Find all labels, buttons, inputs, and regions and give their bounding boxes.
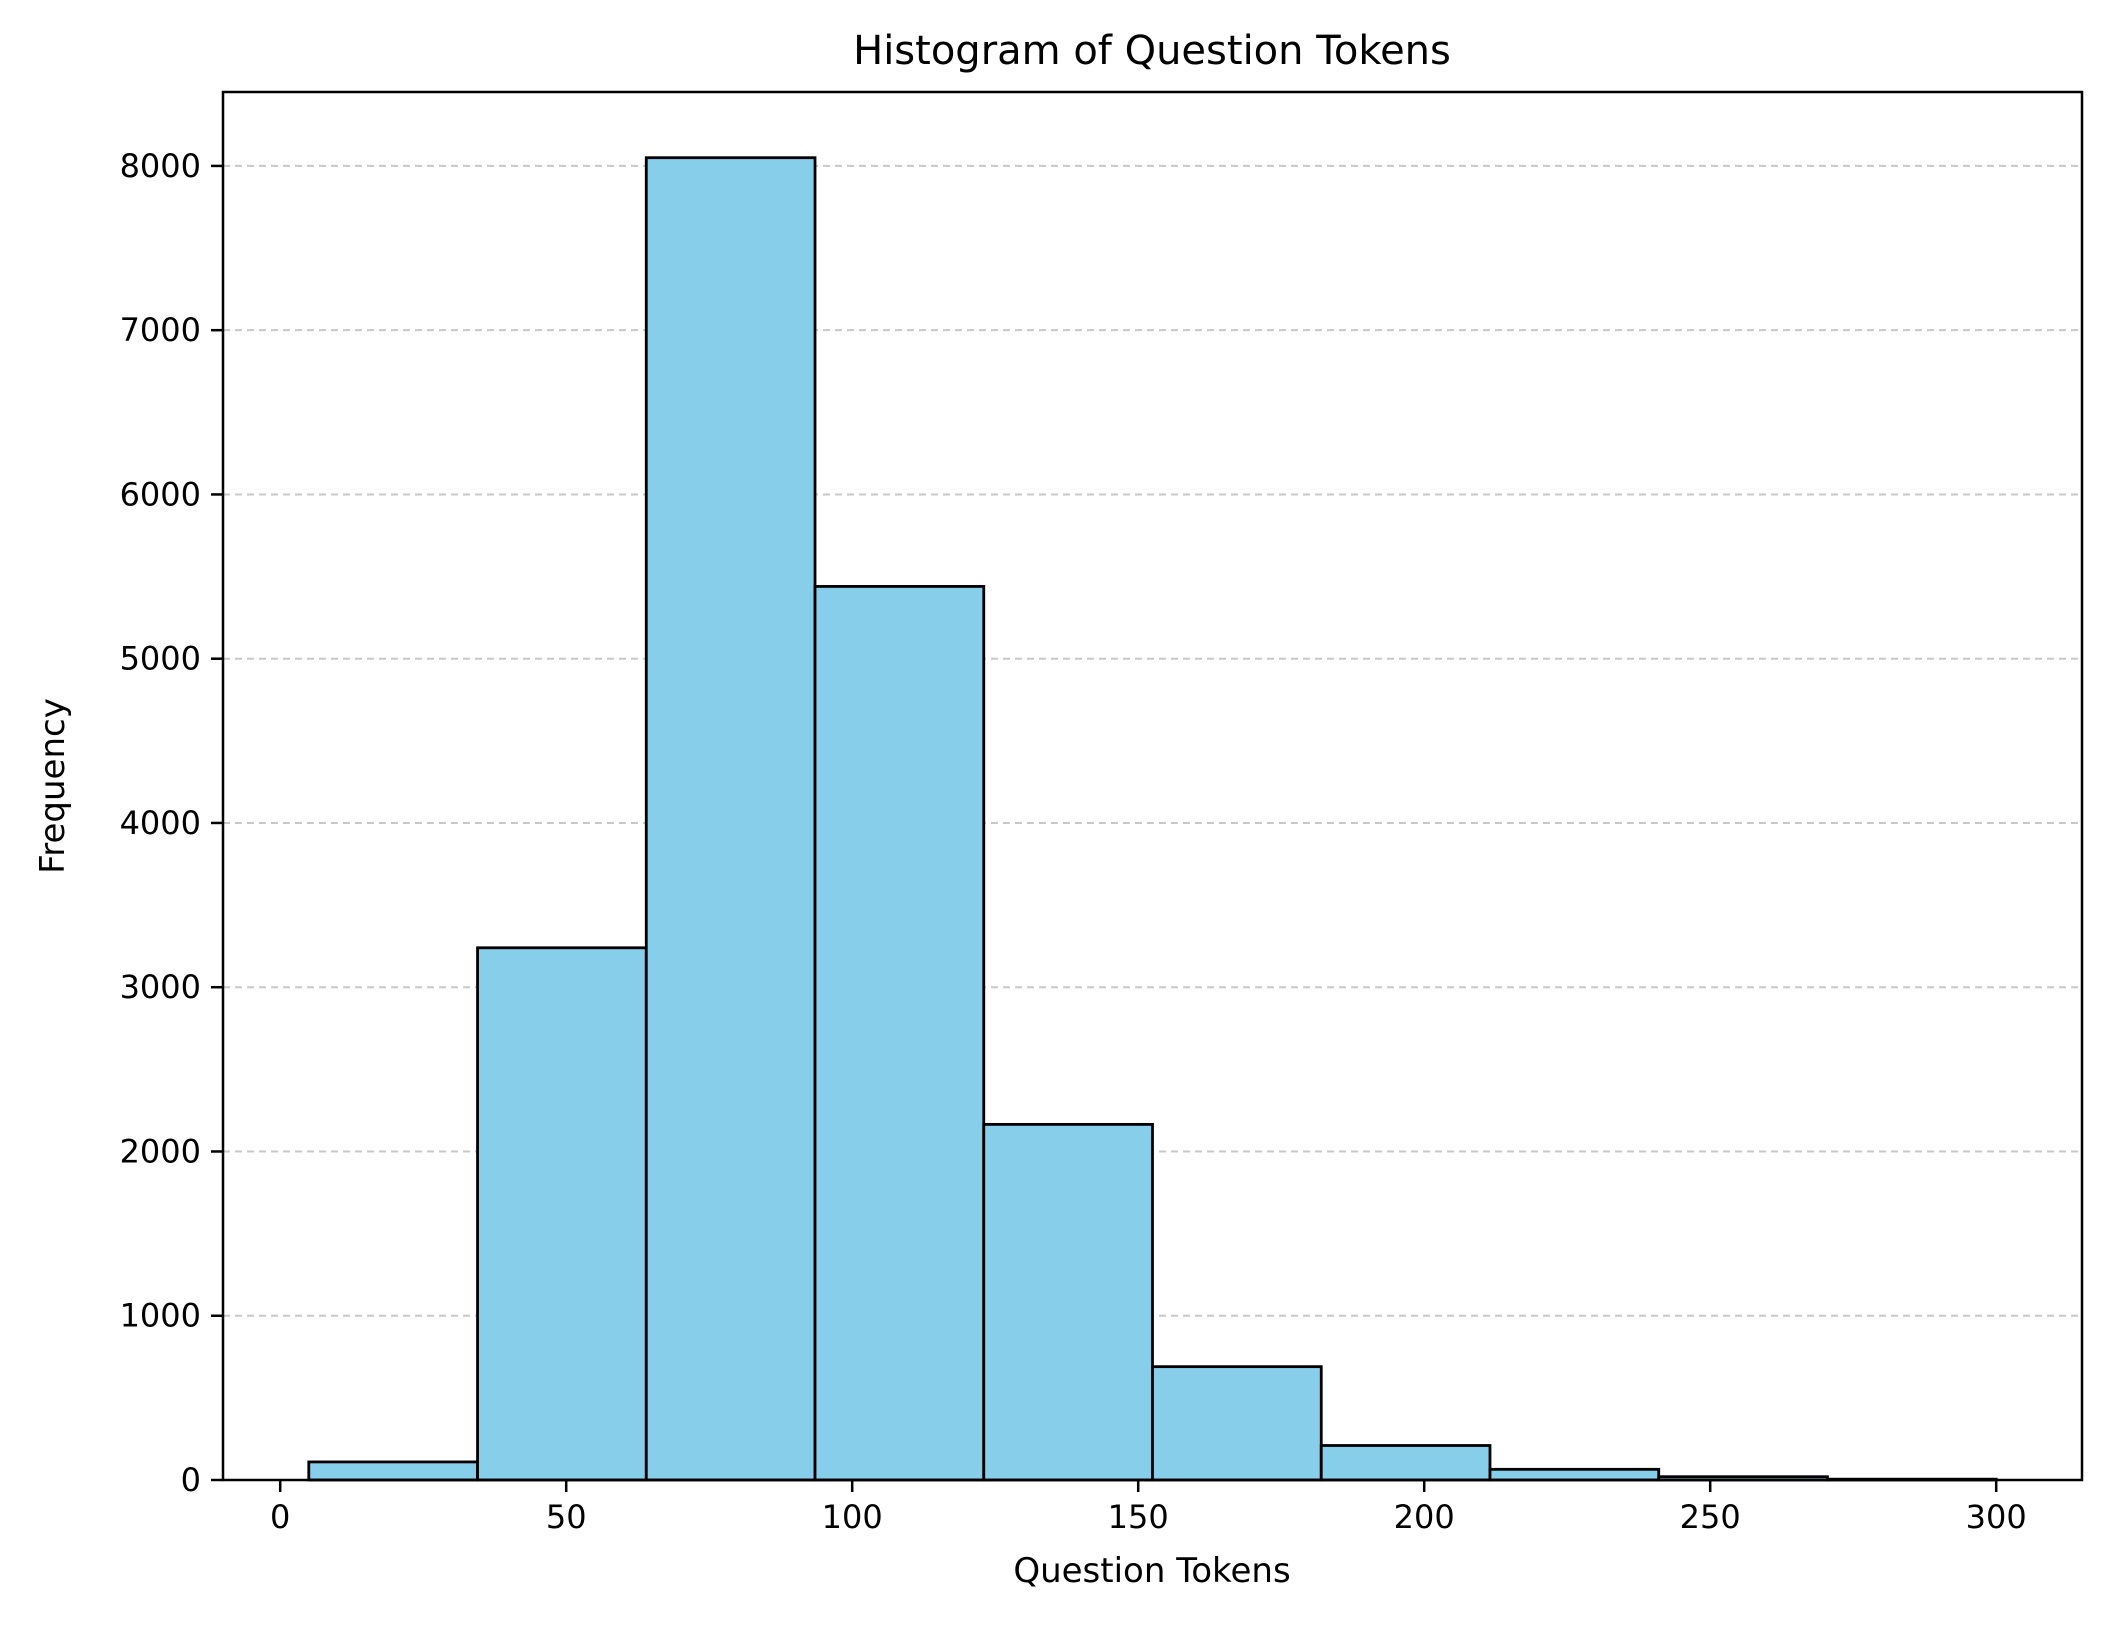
y-tick-label: 8000 [120, 147, 201, 185]
x-axis-label: Question Tokens [1013, 1551, 1290, 1591]
y-tick-label: 5000 [120, 640, 201, 678]
x-tick-label: 50 [546, 1498, 587, 1536]
histogram-bar [476, 946, 648, 1482]
x-tick-label: 250 [1680, 1498, 1741, 1536]
chart-title: Histogram of Question Tokens [853, 28, 1451, 74]
x-tick-label: 150 [1108, 1498, 1169, 1536]
y-tick-label: 3000 [120, 968, 201, 1006]
y-tick-label: 0 [181, 1461, 201, 1499]
y-tick-label: 2000 [120, 1132, 201, 1170]
histogram-bar [1488, 1467, 1661, 1482]
x-tick-label: 0 [270, 1498, 290, 1536]
y-tick-label: 7000 [120, 311, 201, 349]
y-axis-label: Frequency [33, 698, 73, 874]
y-tick-label: 4000 [120, 804, 201, 842]
x-tick-label: 200 [1394, 1498, 1455, 1536]
x-tick-label: 100 [822, 1498, 883, 1536]
x-axis-ticks: 0 50 100 150 200 250 300 [270, 1480, 2027, 1536]
bars [307, 156, 1998, 1482]
y-tick-label: 1000 [120, 1297, 201, 1335]
histogram-bar [813, 585, 986, 1482]
plot-frame [221, 90, 2084, 1482]
x-tick-label: 300 [1966, 1498, 2027, 1536]
histogram-bar [1151, 1365, 1323, 1482]
y-tick-label: 6000 [120, 475, 201, 513]
histogram-bar [1319, 1444, 1492, 1482]
histogram-bar [982, 1122, 1154, 1482]
histogram-bar [644, 156, 817, 1482]
histogram-bar [307, 1460, 479, 1482]
y-axis-ticks: 0 1000 2000 3000 4000 5000 6000 7000 8000 [120, 147, 223, 1499]
